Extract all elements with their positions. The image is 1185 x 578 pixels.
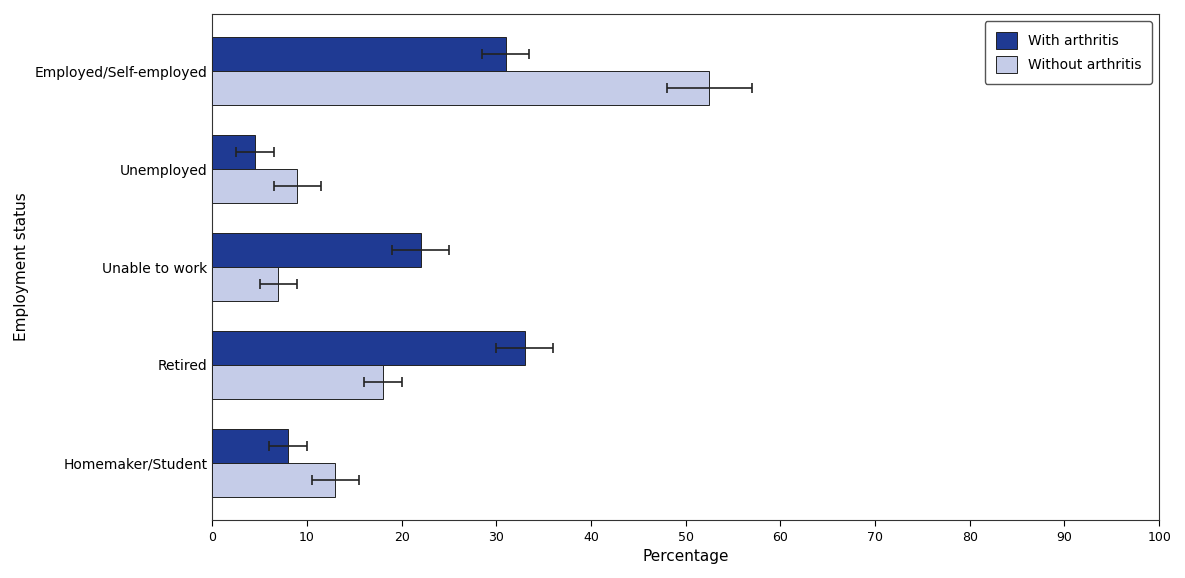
Bar — [212, 267, 278, 301]
Bar — [212, 169, 297, 203]
Bar — [212, 233, 421, 267]
Bar — [212, 331, 525, 365]
X-axis label: Percentage: Percentage — [642, 549, 729, 564]
Bar — [212, 365, 383, 399]
Bar — [212, 428, 288, 463]
Legend: With arthritis, Without arthritis: With arthritis, Without arthritis — [985, 21, 1152, 84]
Y-axis label: Employment status: Employment status — [14, 192, 28, 342]
Bar — [212, 71, 710, 105]
Bar — [212, 37, 506, 71]
Bar — [212, 135, 255, 169]
Bar — [212, 463, 335, 497]
